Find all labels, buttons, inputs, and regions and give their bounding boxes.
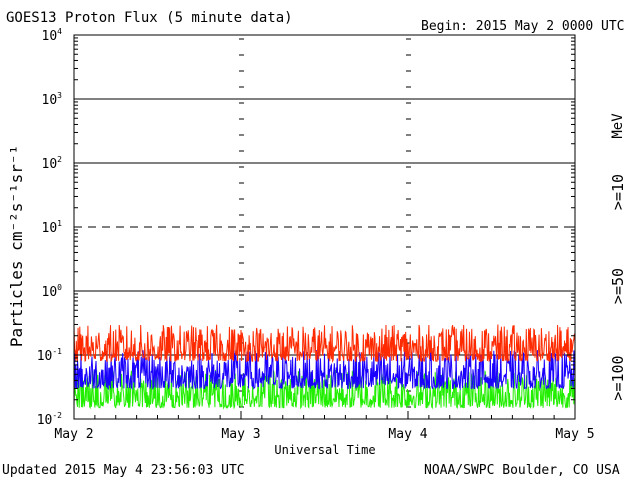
series-line-10 — [73, 324, 576, 363]
credit-text: NOAA/SWPC Boulder, CO USA — [424, 463, 620, 478]
y-tick-label: 10-1 — [37, 347, 62, 364]
y-axis: 10-2 10-1 100 101 102 103 104 — [37, 27, 575, 428]
legend-ch50: >=50 — [609, 268, 627, 304]
reference-lines — [74, 98, 575, 356]
y-axis-label: Particles cm⁻²s⁻¹sr⁻¹ — [7, 145, 26, 347]
y-tick-label: 102 — [42, 155, 63, 172]
energy-unit-label: MeV — [610, 113, 626, 139]
legend-ch100: >=100 — [609, 355, 627, 400]
x-tick-label: May 3 — [221, 427, 260, 442]
chart-title: GOES13 Proton Flux (5 minute data) — [6, 10, 293, 26]
x-axis: May 2 May 3 May 4 May 5 — [54, 411, 595, 442]
y-tick-label: 103 — [42, 91, 63, 108]
series-group — [73, 324, 576, 410]
y-tick-label: 104 — [42, 27, 63, 44]
begin-time: Begin: 2015 May 2 0000 UTC — [421, 19, 625, 34]
x-tick-label: May 5 — [555, 427, 594, 442]
y-tick-label: 10-2 — [37, 411, 62, 428]
legend-ch10: >=10 — [609, 174, 627, 210]
x-tick-label: May 4 — [388, 427, 427, 442]
x-tick-label: May 2 — [54, 427, 93, 442]
updated-timestamp: Updated 2015 May 4 23:56:03 UTC — [2, 463, 245, 478]
y-tick-label: 100 — [42, 283, 63, 300]
series-line-50 — [73, 350, 576, 391]
y-tick-label: 101 — [42, 219, 63, 236]
x-axis-label: Universal Time — [274, 443, 375, 457]
